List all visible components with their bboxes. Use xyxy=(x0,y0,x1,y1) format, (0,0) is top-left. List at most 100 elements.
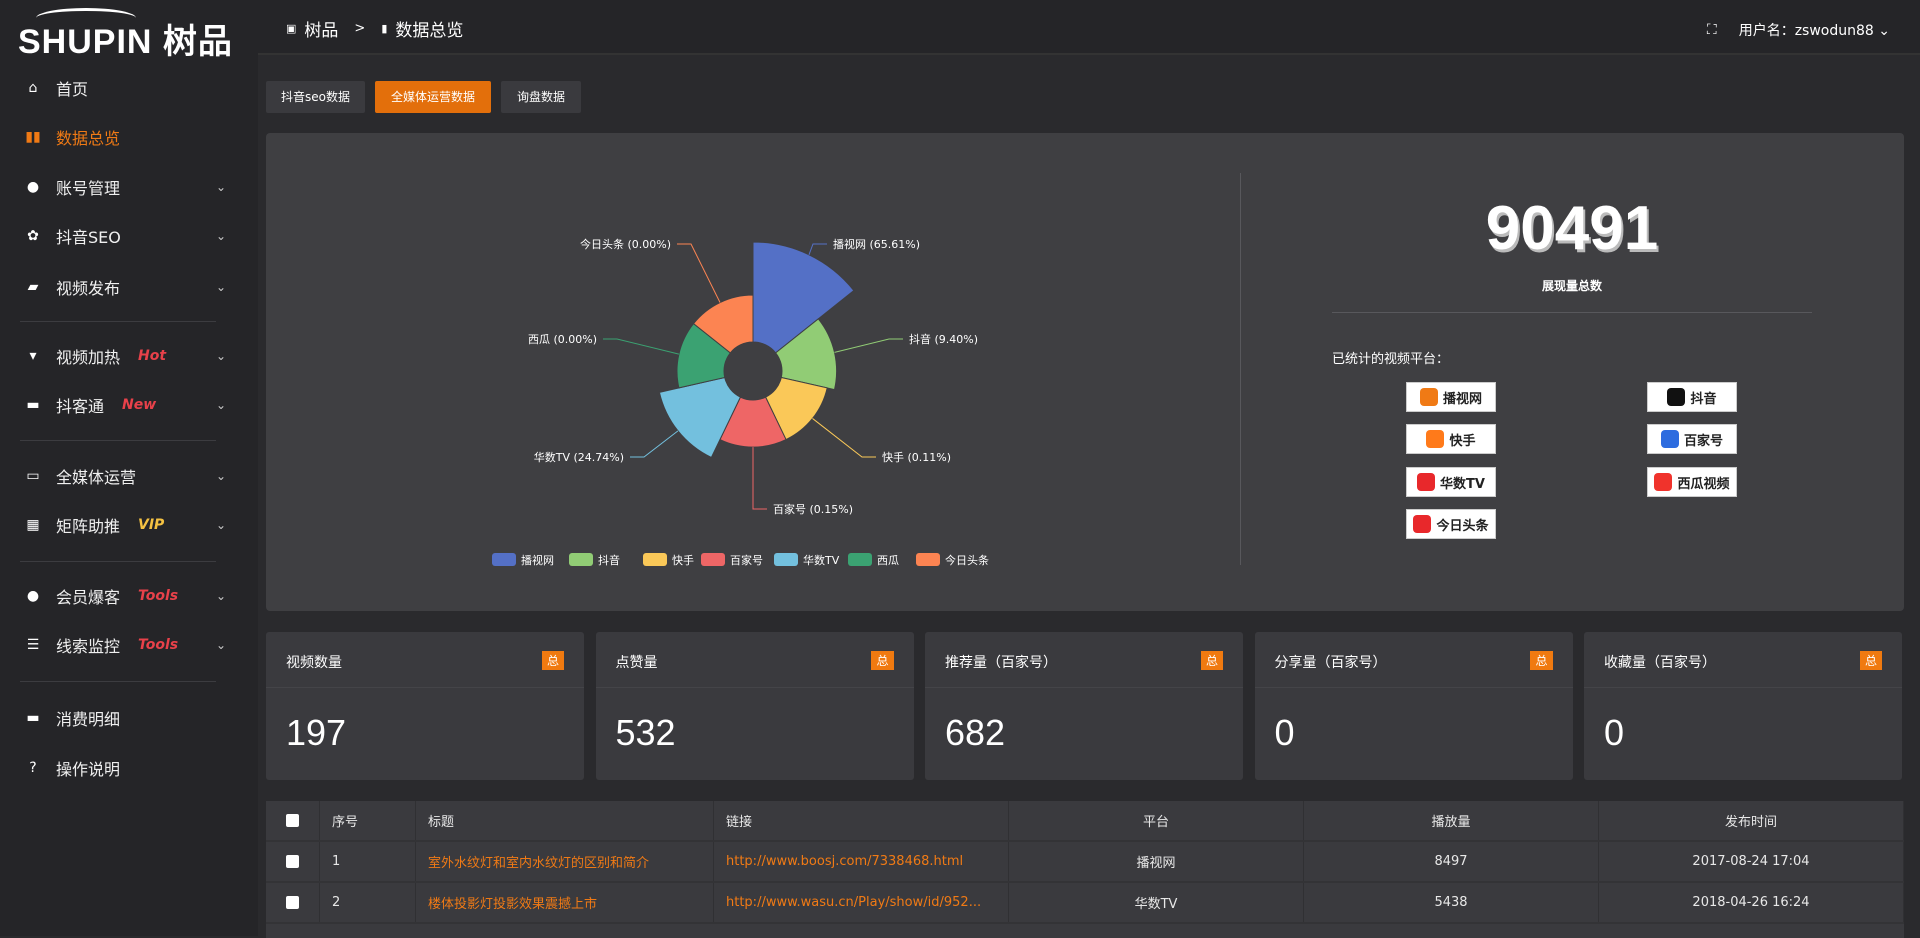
chevron-down-icon[interactable]: ⌄ xyxy=(215,398,226,412)
stat-title: 分享量（百家号） xyxy=(1274,655,1387,671)
cell-title[interactable]: 楼体投影灯投影效果震撼上市 xyxy=(416,883,714,922)
cell-platform: 播视网 xyxy=(1009,842,1304,881)
stat-title: 点赞量 xyxy=(615,655,658,671)
sidebar-item-label: 操作说明 xyxy=(56,760,121,779)
legend-label[interactable]: 播视网 xyxy=(521,553,554,567)
chevron-down-icon[interactable]: ⌄ xyxy=(215,469,226,483)
chevron-down-icon[interactable]: ⌄ xyxy=(215,229,226,243)
sidebar-item-label: 全媒体运营 xyxy=(56,468,137,487)
column-header[interactable]: 平台 xyxy=(1009,801,1304,840)
sidebar-item[interactable]: ▬ 消费明细 xyxy=(0,698,258,738)
legend-swatch[interactable] xyxy=(848,553,872,566)
stat-title: 视频数量 xyxy=(286,655,342,671)
sidebar-item[interactable]: ▦ 矩阵助推 VIP ⌄ xyxy=(0,505,258,545)
legend-swatch[interactable] xyxy=(643,553,667,566)
chevron-down-icon[interactable]: ⌄ xyxy=(215,589,226,603)
row-checkbox[interactable] xyxy=(286,855,299,868)
sidebar-item[interactable]: ▮▮ 数据总览 xyxy=(0,117,258,157)
user-icon: ● xyxy=(26,588,40,604)
chevron-down-icon[interactable]: ⌄ xyxy=(215,180,226,194)
heater-icon: ▾ xyxy=(29,348,37,364)
slice-label: 华数TV (24.74%) xyxy=(534,450,624,464)
legend-swatch[interactable] xyxy=(492,553,516,566)
legend-label[interactable]: 今日头条 xyxy=(945,553,989,567)
stat-card: 推荐量（百家号） 总 682 xyxy=(925,632,1243,780)
sidebar-item[interactable]: ▾ 视频加热 Hot ⌄ xyxy=(0,336,258,376)
home-icon: ⌂ xyxy=(28,80,38,96)
slice-label: 百家号 (0.15%) xyxy=(773,502,853,516)
bar-chart-icon: ▮ xyxy=(381,22,388,35)
column-header[interactable]: 发布时间 xyxy=(1599,801,1904,840)
user-menu[interactable]: 用户名：zswodun88 ⌄ xyxy=(1738,23,1890,39)
overview-panel: 播视网 (65.61%) 播视网 抖音 (9.40%) 抖音 快手 (0.11%) 快手百… xyxy=(266,133,1904,611)
sidebar-item[interactable]: ⌂ 首页 xyxy=(0,68,258,108)
chevron-down-icon[interactable]: ⌄ xyxy=(215,280,226,294)
stat-card: 收藏量（百家号） 总 0 xyxy=(1584,632,1902,780)
sidebar-item[interactable]: ☰ 线索监控 Tools ⌄ xyxy=(0,625,258,665)
breadcrumb-root[interactable]: 树品 xyxy=(304,21,339,41)
platform-logo: 抖音 xyxy=(1647,382,1737,412)
legend-swatch[interactable] xyxy=(701,553,725,566)
platform-logo-icon xyxy=(1660,430,1679,448)
label-line xyxy=(808,243,827,255)
fullscreen-icon[interactable]: ⛶ xyxy=(1706,22,1717,38)
cell-plays: 5438 xyxy=(1304,883,1599,922)
tab-douyin-seo[interactable]: 抖音seo数据 xyxy=(266,81,365,113)
slice-label: 今日头条 (0.00%) xyxy=(580,237,671,251)
sidebar-divider xyxy=(20,321,216,322)
legend-label[interactable]: 百家号 xyxy=(730,553,763,567)
camera-icon: ▰ xyxy=(27,279,39,295)
platform-logo: 播视网 xyxy=(1406,382,1496,412)
row-checkbox[interactable] xyxy=(286,896,299,909)
cell-link[interactable]: http://www.boosj.com/7338468.html xyxy=(714,842,1009,881)
table-header: 序号 标题 链接 平台 播放量 发布时间 xyxy=(266,801,1904,842)
sidebar-item[interactable]: ▭ 全媒体运营 ⌄ xyxy=(0,456,258,496)
stat-title: 推荐量（百家号） xyxy=(945,655,1057,671)
legend-swatch[interactable] xyxy=(569,553,593,566)
platform-logo: 百家号 xyxy=(1647,424,1737,454)
label-line xyxy=(677,243,721,303)
label-line xyxy=(630,430,679,458)
rose-slice[interactable] xyxy=(658,376,742,459)
cell-link[interactable]: http://www.wasu.cn/Play/show/id/952... xyxy=(714,883,1009,922)
legend-swatch[interactable] xyxy=(916,553,940,566)
tab-all-media[interactable]: 全媒体运营数据 xyxy=(375,81,491,113)
label-line xyxy=(812,418,876,458)
cell-platform: 华数TV xyxy=(1009,883,1304,922)
column-header[interactable]: 序号 xyxy=(320,801,416,840)
cell-no: 2 xyxy=(320,883,416,922)
cell-title[interactable]: 室外水纹灯和室内水纹灯的区别和简介 xyxy=(416,842,714,881)
stat-badge: 总 xyxy=(1859,651,1882,670)
chevron-down-icon[interactable]: ⌄ xyxy=(215,349,226,363)
column-header[interactable]: 链接 xyxy=(714,801,1009,840)
breadcrumb-current: 数据总览 xyxy=(395,21,464,41)
sidebar-item[interactable]: ▰ 视频发布 ⌄ xyxy=(0,267,258,307)
stat-badge: 总 xyxy=(1200,651,1223,670)
sidebar-item[interactable]: ? 操作说明 xyxy=(0,748,258,788)
chevron-down-icon[interactable]: ⌄ xyxy=(215,638,226,652)
sidebar-badge: New xyxy=(122,397,157,413)
legend-label[interactable]: 西瓜 xyxy=(877,554,899,567)
cell-no: 1 xyxy=(320,842,416,881)
slice-label: 抖音 (9.40%) xyxy=(909,332,978,346)
sidebar-item[interactable]: ✿ 抖音SEO ⌄ xyxy=(0,216,258,256)
platform-logo: 快手 xyxy=(1406,424,1496,454)
legend-swatch[interactable] xyxy=(774,553,798,566)
sidebar-item[interactable]: ▬ 抖客通 New ⌄ xyxy=(0,385,258,425)
tab-inquiry[interactable]: 询盘数据 xyxy=(501,81,581,113)
column-header[interactable]: 播放量 xyxy=(1304,801,1599,840)
legend-label[interactable]: 华数TV xyxy=(803,553,840,567)
sidebar-item[interactable]: ● 账号管理 ⌄ xyxy=(0,167,258,207)
column-header[interactable]: 标题 xyxy=(416,801,714,840)
sidebar-item-label: 账号管理 xyxy=(56,179,121,198)
chevron-down-icon[interactable]: ⌄ xyxy=(215,518,226,532)
platforms-title: 已统计的视频平台： xyxy=(1332,352,1450,367)
legend-label[interactable]: 抖音 xyxy=(598,553,620,567)
select-all-checkbox[interactable] xyxy=(286,814,299,827)
legend-label[interactable]: 快手 xyxy=(672,553,694,567)
stat-card: 点赞量 总 532 xyxy=(595,632,914,780)
label-line xyxy=(603,338,680,355)
cell-plays: 8497 xyxy=(1304,842,1599,881)
sidebar-item[interactable]: ● 会员爆客 Tools ⌄ xyxy=(0,576,258,616)
slice-label: 快手 (0.11%) xyxy=(882,450,951,464)
